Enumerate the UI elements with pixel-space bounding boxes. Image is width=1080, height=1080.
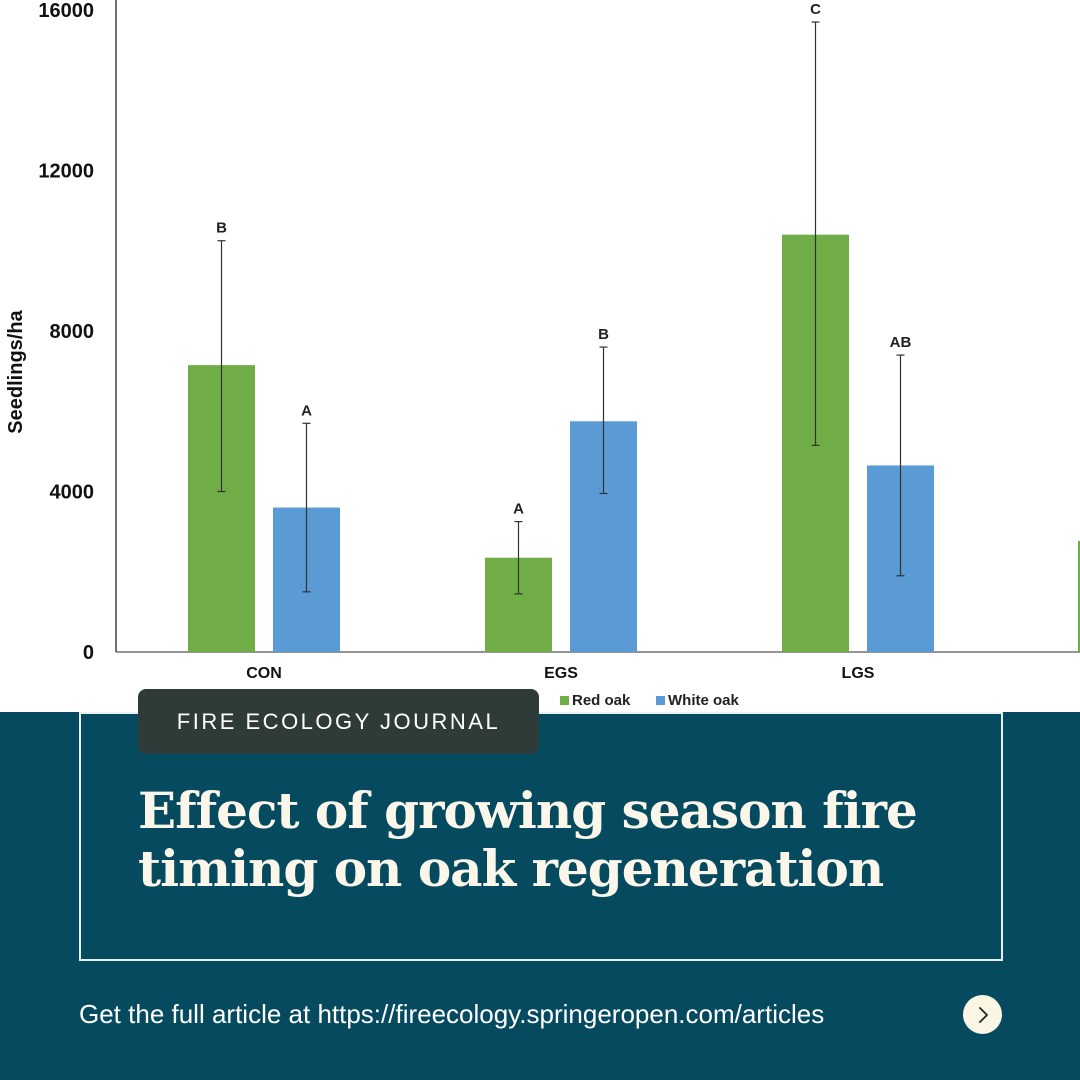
legend-swatch-red-oak: [560, 696, 569, 705]
next-button[interactable]: [963, 995, 1002, 1034]
x-category-label: LGS: [842, 665, 875, 682]
y-tick-label: 4000: [50, 482, 95, 504]
y-tick-label: 0: [83, 642, 94, 664]
legend-label-white-oak: White oak: [668, 692, 739, 709]
article-title: Effect of growing season fire timing on …: [138, 781, 918, 898]
significance-letter: B: [598, 326, 609, 343]
y-axis-label: Seedlings/ha: [5, 309, 27, 433]
x-category-label: CON: [246, 665, 282, 682]
bar-chart: 0400080001200016000Seedlings/haBACONABEG…: [5, 0, 1080, 709]
chevron-right-icon: [978, 1006, 988, 1023]
article-link-text[interactable]: Get the full article at https://fireecol…: [79, 999, 825, 1029]
significance-letter: A: [301, 402, 312, 419]
x-category-label: EGS: [544, 665, 578, 682]
y-tick-label: 8000: [50, 321, 95, 343]
y-tick-label: 16000: [38, 0, 94, 22]
journal-badge: FIRE ECOLOGY JOURNAL: [138, 689, 539, 754]
significance-letter: B: [216, 220, 227, 237]
y-tick-label: 12000: [38, 161, 94, 183]
significance-letter: AB: [890, 334, 912, 351]
legend-label-red-oak: Red oak: [572, 692, 631, 709]
significance-letter: C: [810, 1, 821, 18]
chart-area: 0 4000 8000 12000 16000 Seedlings/ha B A CON A B EG…: [5, 0, 1080, 709]
significance-letter: A: [513, 501, 524, 518]
legend-swatch-white-oak: [656, 696, 665, 705]
bar-partial-edge: [1078, 541, 1080, 652]
journal-badge-label: FIRE ECOLOGY JOURNAL: [176, 708, 501, 734]
article-panel: [0, 712, 1080, 1080]
title-frame: [79, 712, 1003, 961]
